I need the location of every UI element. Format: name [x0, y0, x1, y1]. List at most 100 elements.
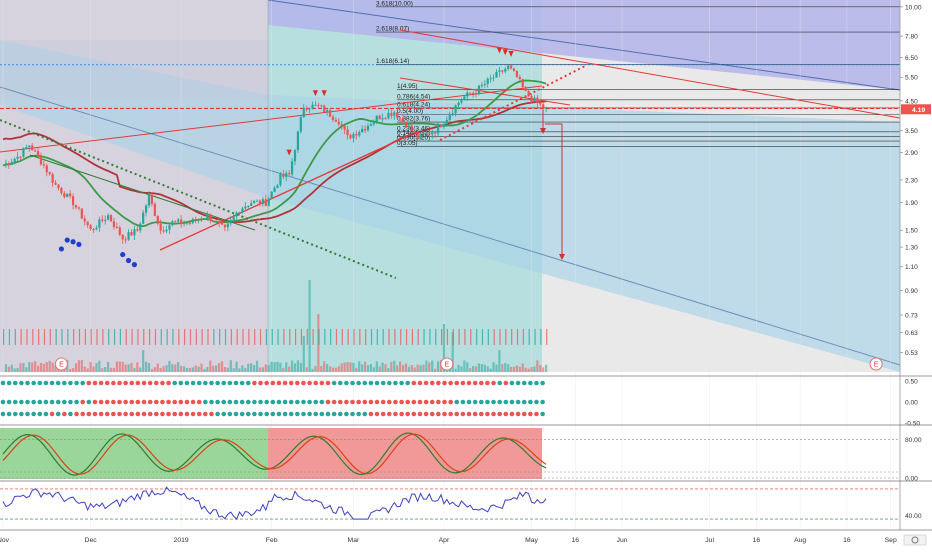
earnings-marker [869, 357, 883, 371]
candle-body [527, 90, 530, 97]
price-tick-label: 1.10 [905, 264, 918, 271]
candle-body [469, 92, 472, 94]
candle-body [118, 227, 121, 235]
volume-bar [399, 361, 402, 372]
candle-body [378, 115, 381, 120]
volume-bar [524, 367, 527, 372]
oscillator-dot [356, 411, 361, 417]
oscillator-dot [135, 411, 141, 417]
oscillator-dot [160, 411, 165, 417]
oscillator-dot [436, 399, 441, 405]
candle-body [31, 145, 34, 151]
oscillator-dot [141, 411, 147, 417]
price-axis-bg [900, 0, 932, 372]
volume-bar [276, 361, 279, 372]
volume-bar [250, 363, 253, 372]
oscillator-dot [92, 399, 98, 405]
oscillator-dot [227, 411, 233, 417]
oscillator-dot [528, 399, 533, 405]
oscillator-dot [129, 399, 135, 405]
settings-button[interactable] [903, 534, 927, 546]
candle-body [331, 116, 335, 120]
oscillator-dot [282, 411, 288, 417]
fib-level-label: 2.618(8.07) [376, 26, 409, 33]
signal-tick [359, 329, 361, 345]
volume-bar [54, 365, 57, 372]
candle-body [363, 128, 367, 131]
signal-tick [458, 329, 460, 345]
signal-tick [61, 329, 63, 345]
oscillator-dot [92, 380, 98, 386]
signal-tick [195, 329, 197, 345]
oscillator-dot [540, 411, 545, 417]
oscillator-dot [350, 411, 355, 417]
oscillator-dot [509, 380, 515, 386]
oscillator-dot [503, 380, 509, 386]
volume-bar [358, 361, 361, 372]
oscillator-dot [411, 411, 417, 417]
fib-level-label: 3.618(10.00) [376, 0, 413, 7]
stoch-k-line [2, 432, 547, 476]
signal-tick [411, 329, 413, 345]
oscillator-dot [417, 399, 423, 405]
candle-body [372, 121, 375, 125]
volume-bar [293, 363, 297, 372]
oscillator-dot [221, 411, 227, 417]
time-axis-bg [0, 531, 932, 550]
volume-bar [378, 366, 381, 372]
volume-bar [314, 365, 317, 372]
oscillator-dot [25, 380, 30, 386]
volume-bar [454, 368, 457, 372]
volume-bar [121, 361, 124, 372]
volume-bar [168, 360, 171, 372]
oscillator-dot [503, 411, 509, 417]
oscillator-dot [258, 380, 263, 386]
oscillator-dot [454, 380, 460, 386]
candle-body [428, 132, 431, 135]
oscillator-dot [147, 380, 153, 386]
volume-bar [174, 364, 177, 372]
signal-tick [481, 329, 484, 345]
candle-body [112, 221, 116, 228]
oscillator-dot [74, 411, 79, 417]
oscillator-dot [80, 399, 86, 405]
x-tick-label: 2019 [174, 537, 189, 544]
candle-body [197, 219, 200, 221]
price-tick-label: 4.50 [905, 98, 918, 105]
signal-tick [149, 329, 151, 345]
volume-bar [404, 363, 408, 372]
oscillator-dot [393, 411, 398, 417]
signal-tick [201, 329, 203, 345]
signal-tick [248, 329, 250, 345]
volume-bar [328, 366, 332, 372]
volume-bar [45, 362, 48, 372]
gear-icon[interactable] [911, 536, 919, 544]
oscillator-dot [356, 380, 361, 386]
candle-body [206, 213, 209, 219]
oscillator-dot [209, 411, 214, 417]
oscillator-dot [12, 411, 18, 417]
price-tick-label: 1.50 [905, 228, 918, 235]
signal-tick [511, 329, 513, 345]
oscillator-dot [448, 399, 453, 405]
oscillator-dot [374, 411, 380, 417]
signal-tick [154, 329, 157, 345]
stoch-tick-label: 80.00 [905, 437, 922, 444]
fib-level-label: 0.236(3.46) [397, 125, 430, 132]
oscillator-dot [147, 399, 153, 405]
buy-signal-marker [70, 239, 76, 245]
oscillator-dot [301, 411, 306, 417]
volume-bar [215, 365, 218, 372]
oscillator-dot [129, 380, 135, 386]
x-tick-label: Jul [705, 537, 714, 544]
volume-bar [512, 366, 516, 372]
volume-bar [457, 364, 460, 372]
oscillator-dot [485, 399, 490, 405]
earnings-marker-label: E [445, 362, 450, 369]
oscillator-dot [405, 399, 411, 405]
oscillator-dot [166, 399, 171, 405]
volume-bar [235, 361, 238, 372]
signal-tick [131, 329, 133, 345]
